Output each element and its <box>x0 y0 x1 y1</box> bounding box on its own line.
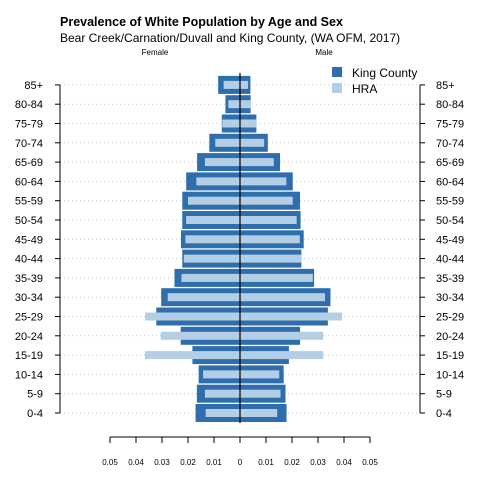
bar-male-hra-10-14 <box>240 370 280 379</box>
bar-female-hra-55-59 <box>188 196 240 205</box>
bar-female-hra-0-4 <box>205 409 240 417</box>
bar-male-hra-5-9 <box>240 389 281 398</box>
bar-male-hra-70-74 <box>240 138 265 147</box>
age-label-left: 30-34 <box>15 292 43 304</box>
age-label-left: 25-29 <box>15 312 43 324</box>
bar-male-hra-55-59 <box>240 196 293 205</box>
bar-female-hra-70-74 <box>215 138 240 147</box>
age-label-right: 60-64 <box>436 176 464 188</box>
age-label-left: 75-79 <box>15 119 43 131</box>
legend-swatch-hra <box>332 83 342 93</box>
male-side-label: Male <box>315 48 333 57</box>
bar-female-hra-75-79 <box>222 119 240 128</box>
age-label-left: 60-64 <box>15 176 43 188</box>
x-tick-label: 0 <box>238 458 243 467</box>
bar-female-hra-35-39 <box>181 273 240 282</box>
age-label-right: 25-29 <box>436 312 464 324</box>
bar-female-hra-40-44 <box>183 254 240 263</box>
bar-male-hra-75-79 <box>240 119 257 128</box>
bar-male-hra-25-29 <box>240 312 343 321</box>
age-label-right: 45-49 <box>436 234 464 246</box>
bar-female-hra-10-14 <box>203 370 240 379</box>
age-label-right: 30-34 <box>436 292 464 304</box>
bar-female-hra-15-19 <box>144 351 240 360</box>
age-label-left: 15-19 <box>15 350 43 362</box>
x-tick-label: 0.02 <box>180 458 196 467</box>
x-tick-label: 0.04 <box>128 458 144 467</box>
x-tick-label: 0.01 <box>258 458 274 467</box>
x-tick-label: 0.03 <box>154 458 170 467</box>
age-label-right: 0-4 <box>436 408 452 420</box>
age-label-left: 35-39 <box>15 273 43 285</box>
legend-label-king-county: King County <box>352 66 417 80</box>
bar-male-hra-40-44 <box>240 254 302 263</box>
bar-male-hra-35-39 <box>240 273 313 282</box>
age-label-left: 40-44 <box>15 254 43 266</box>
age-label-right: 5-9 <box>436 389 452 401</box>
bar-female-hra-65-69 <box>204 158 240 167</box>
female-side-label: Female <box>142 48 169 57</box>
bar-female-hra-85+ <box>223 80 240 89</box>
bar-female-hra-30-34 <box>167 293 240 302</box>
x-tick-label: 0.05 <box>102 458 118 467</box>
bar-male-hra-65-69 <box>240 158 274 167</box>
age-label-left: 70-74 <box>15 138 43 150</box>
bar-female-hra-50-54 <box>186 216 240 224</box>
bar-male-hra-60-64 <box>240 177 287 186</box>
legend-swatch-king-county <box>332 67 342 77</box>
age-label-right: 40-44 <box>436 254 464 266</box>
bar-male-hra-50-54 <box>240 216 297 224</box>
x-tick-label: 0.01 <box>206 458 222 467</box>
bar-male-hra-0-4 <box>240 409 278 417</box>
bar-female-hra-45-49 <box>185 235 240 244</box>
bar-female-hra-25-29 <box>145 312 240 321</box>
legend-label-hra: HRA <box>352 82 377 96</box>
age-label-left: 0-4 <box>27 408 43 420</box>
bar-female-hra-80-84 <box>228 100 240 109</box>
age-label-left: 20-24 <box>15 331 43 343</box>
bar-female-hra-20-24 <box>160 331 240 340</box>
age-label-left: 80-84 <box>15 99 43 111</box>
age-label-right: 80-84 <box>436 99 464 111</box>
bar-male-hra-20-24 <box>240 331 324 340</box>
age-label-right: 35-39 <box>436 273 464 285</box>
age-label-right: 15-19 <box>436 350 464 362</box>
x-tick-label: 0.05 <box>362 458 378 467</box>
bar-male-hra-85+ <box>240 80 249 89</box>
bar-male-hra-80-84 <box>240 100 251 109</box>
bar-male-hra-30-34 <box>240 293 326 302</box>
age-label-right: 65-69 <box>436 157 464 169</box>
age-label-left: 65-69 <box>15 157 43 169</box>
x-tick-label: 0.02 <box>284 458 300 467</box>
age-label-right: 20-24 <box>436 331 464 343</box>
x-tick-label: 0.03 <box>310 458 326 467</box>
age-label-left: 50-54 <box>15 215 43 227</box>
age-label-right: 75-79 <box>436 119 464 131</box>
age-label-right: 70-74 <box>436 138 464 150</box>
plot-area: 0-4 0-4 5-9 5-9 10-14 10-14 15-19 15-19 20-24 20-… <box>15 66 464 467</box>
age-label-left: 5-9 <box>27 389 43 401</box>
age-label-left: 55-59 <box>15 196 43 208</box>
age-label-right: 85+ <box>436 80 455 92</box>
bar-female-hra-5-9 <box>204 389 240 398</box>
chart-subtitle: Bear Creek/Carnation/Duvall and King Cou… <box>60 31 400 45</box>
age-label-right: 55-59 <box>436 196 464 208</box>
bar-male-hra-45-49 <box>240 235 300 244</box>
age-label-left: 45-49 <box>15 234 43 246</box>
chart-title: Prevalence of White Population by Age an… <box>60 15 343 29</box>
x-tick-label: 0.04 <box>336 458 352 467</box>
age-label-left: 10-14 <box>15 369 43 381</box>
age-label-right: 10-14 <box>436 369 464 381</box>
age-label-left: 85+ <box>24 80 43 92</box>
bar-male-hra-15-19 <box>240 351 324 360</box>
bar-female-hra-60-64 <box>196 177 240 186</box>
age-label-right: 50-54 <box>436 215 464 227</box>
